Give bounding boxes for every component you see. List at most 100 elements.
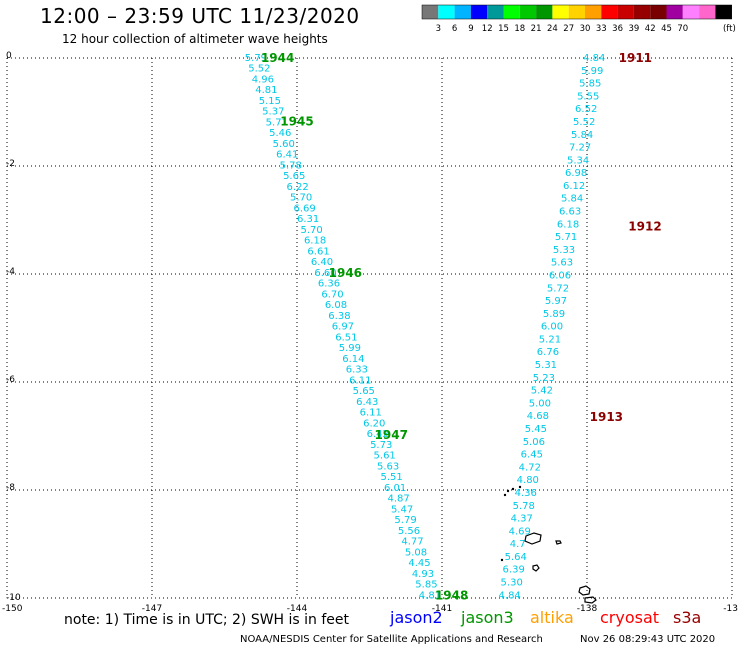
- wave-height-value: 5.30: [501, 578, 523, 589]
- wave-height-value: 6.20: [363, 418, 385, 429]
- wave-height-value: 4.93: [412, 569, 434, 580]
- legend-label: 12: [482, 24, 493, 34]
- legend-swatch: [519, 5, 537, 19]
- wave-height-value: 6.38: [328, 311, 350, 322]
- island-outline: [584, 596, 597, 604]
- wave-height-value: 6.06: [549, 270, 571, 281]
- wave-height-value: 4.81: [255, 85, 277, 96]
- legend-swatch: [617, 5, 634, 19]
- sat-s3a-label: s3a: [673, 608, 702, 627]
- legend-swatch: [601, 5, 618, 19]
- wave-height-value: 5.79: [245, 53, 267, 64]
- wave-height-value: 6.00: [541, 322, 563, 333]
- x-tick-label: -141: [432, 604, 452, 614]
- legend-label: 15: [498, 24, 509, 34]
- legend-swatch: [438, 5, 455, 19]
- chart-subtitle: 12 hour collection of altimeter wave hei…: [62, 32, 328, 46]
- wave-height-value: 5.97: [545, 296, 567, 307]
- wave-height-value: 6.76: [537, 347, 559, 358]
- legend-label: 21: [531, 24, 542, 34]
- time-labels: 1944 1945 1946 1947 1948 1911 1912 1913: [261, 51, 662, 602]
- chart-title: 12:00 – 23:59 UTC 11/23/2020: [40, 4, 360, 28]
- island-dot: [500, 558, 504, 562]
- axis-tick-labels: 0 -2 -4 -6 -8 -10-150 -147 -144 -141 -138 -13: [2, 51, 738, 614]
- legend-swatch: [666, 5, 683, 19]
- x-tick-label: -138: [577, 604, 598, 614]
- legend-label: 36: [612, 24, 623, 34]
- wave-height-value: 5.89: [543, 309, 565, 320]
- wave-height-value: 6.36: [318, 279, 340, 290]
- island-dot: [511, 487, 515, 491]
- wave-height-value: 4.72: [519, 462, 541, 473]
- wave-height-value: 5.46: [269, 128, 291, 139]
- legend-swatch: [503, 5, 520, 19]
- wave-height-value: 6.11: [349, 375, 371, 386]
- wave-height-value: 5.85: [415, 580, 437, 591]
- wave-height-value: 5.37: [262, 107, 284, 118]
- wave-height-value: 5.99: [339, 343, 361, 354]
- time-label: 1946: [329, 266, 362, 280]
- wave-height-value: 6.40: [311, 257, 333, 268]
- legend-label: 42: [645, 24, 656, 34]
- time-label: 1913: [590, 410, 623, 424]
- time-label: 1947: [375, 428, 408, 442]
- wave-height-value: 7.27: [569, 143, 591, 154]
- sat-altika-label: altika: [530, 608, 574, 627]
- footer-agency: NOAA/NESDIS Center for Satellite Applica…: [240, 634, 543, 645]
- wave-height-value: 6.11: [360, 408, 382, 419]
- legend-unit: (ft): [723, 24, 736, 34]
- wave-height-value: 5.78: [280, 160, 302, 171]
- wave-height-value: 5.52: [248, 64, 270, 75]
- island-outlines: [500, 485, 597, 604]
- island-dot: [518, 485, 522, 489]
- legend-label: 24: [547, 24, 558, 34]
- wave-height-value: 6.31: [297, 214, 319, 225]
- wave-height-value: 4.68: [527, 411, 549, 422]
- x-tick-label: -13: [723, 604, 738, 614]
- wave-height-value: 5.23: [533, 373, 555, 384]
- wave-height-value: 5.52: [573, 117, 595, 128]
- wave-height-value: 5.85: [579, 79, 601, 90]
- wave-height-value: 5.84: [561, 194, 583, 205]
- legend-label: 6: [452, 24, 457, 34]
- wave-height-value: 4.80: [517, 475, 539, 486]
- wave-height-value: 5.63: [551, 258, 573, 269]
- y-tick-label: -10: [6, 593, 21, 603]
- legend-swatch: [633, 5, 651, 19]
- legend-swatch: [536, 5, 553, 19]
- legend-swatch: [715, 5, 732, 19]
- wave-height-value: 5.00: [529, 398, 551, 409]
- wave-height-value: 5.15: [259, 96, 281, 107]
- wave-height-value: 6.18: [557, 219, 579, 230]
- wave-height-value: 5.08: [405, 547, 427, 558]
- wave-height-value: 5.61: [374, 451, 396, 462]
- wave-height-value: 4.96: [252, 74, 274, 85]
- time-label: 1948: [435, 588, 468, 602]
- wave-height-value: 5.65: [283, 171, 305, 182]
- x-tick-label: -144: [287, 604, 308, 614]
- wave-height-value: 6.12: [563, 181, 585, 192]
- sat-cryosat-label: cryosat: [600, 608, 660, 627]
- sat-jason3-label: jason3: [461, 608, 514, 627]
- wave-height-value: 5.45: [525, 424, 547, 435]
- wave-height-value: 6.39: [503, 565, 525, 576]
- legend-swatch: [682, 5, 700, 19]
- island-dot: [506, 489, 510, 493]
- island-outline: [578, 585, 591, 596]
- wave-height-value: 4.36: [515, 488, 537, 499]
- wave-height-value: 5.34: [567, 155, 589, 166]
- wave-height-value: 6.18: [304, 236, 326, 247]
- wave-height-value: 5.84: [571, 130, 593, 141]
- wave-height-value: 6.98: [565, 168, 587, 179]
- wave-height-value: 5.60: [273, 139, 295, 150]
- wave-height-value: 4.87: [387, 494, 409, 505]
- legend-label: 39: [628, 24, 639, 34]
- legend-label: 70: [677, 24, 688, 34]
- wave-height-value: 6.52: [575, 104, 597, 115]
- time-label: 1911: [619, 51, 652, 65]
- wave-height-value: 6.60: [314, 268, 336, 279]
- wave-height-value: 4.81: [419, 590, 441, 601]
- wave-height-value: 6.43: [356, 397, 378, 408]
- wave-height-value: 4.7: [510, 539, 526, 550]
